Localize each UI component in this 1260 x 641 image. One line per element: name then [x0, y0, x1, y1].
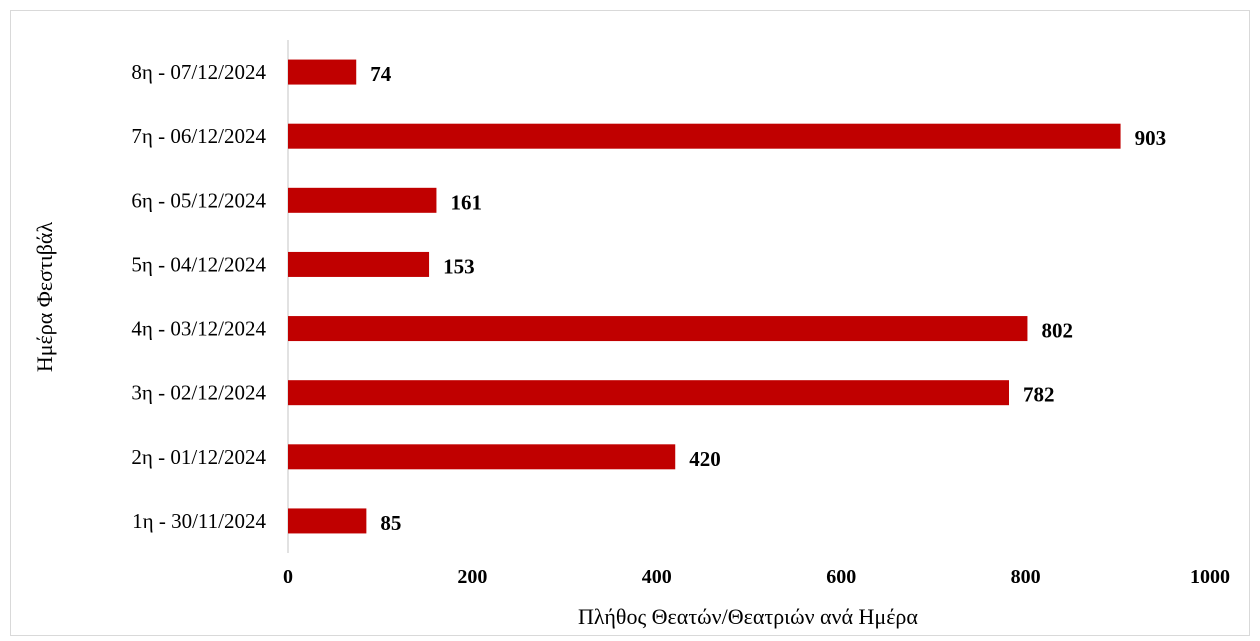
data-label: 74: [370, 62, 392, 86]
data-label: 85: [380, 511, 401, 535]
category-label: 6η - 05/12/2024: [131, 188, 266, 212]
bar: [288, 316, 1028, 342]
category-label: 5η - 04/12/2024: [131, 252, 266, 276]
x-tick-label: 200: [457, 566, 487, 588]
data-label: 153: [443, 254, 475, 278]
bar: [288, 508, 367, 534]
data-label: 903: [1135, 126, 1167, 150]
data-label: 782: [1023, 383, 1055, 407]
category-label: 7η - 06/12/2024: [131, 124, 266, 148]
data-label: 161: [450, 190, 482, 214]
bar: [288, 380, 1010, 406]
x-tick-label: 0: [283, 566, 293, 588]
bar: [288, 444, 676, 470]
x-tick-label: 400: [642, 566, 672, 588]
x-tick-label: 1000: [1190, 566, 1230, 588]
data-label: 802: [1041, 319, 1073, 343]
category-labels-group: 1η - 30/11/2024 2η - 01/12/2024 3η - 02/12…: [131, 60, 266, 533]
category-label: 1η - 30/11/2024: [132, 509, 266, 533]
category-label: 2η - 01/12/2024: [131, 445, 266, 469]
bar: [288, 59, 357, 85]
y-axis-title: Ημέρα Φεστιβάλ: [32, 222, 57, 373]
data-label: 420: [689, 447, 721, 471]
value-labels-group: 85 420 782 802 153 161 903 74: [370, 62, 1166, 535]
x-axis-title: Πλήθος Θεατών/Θεατριών ανά Ημέρα: [578, 604, 918, 629]
bar: [288, 187, 437, 213]
x-tick-label: 600: [826, 566, 856, 588]
category-label: 3η - 02/12/2024: [131, 381, 266, 405]
category-label: 8η - 07/12/2024: [131, 60, 266, 84]
category-label: 4η - 03/12/2024: [131, 317, 266, 341]
x-tick-labels-group: 0 200 400 600 800 1000: [283, 566, 1230, 588]
bar: [288, 123, 1121, 149]
x-tick-label: 800: [1011, 566, 1041, 588]
bars-group: [288, 59, 1121, 534]
bar: [288, 251, 430, 277]
